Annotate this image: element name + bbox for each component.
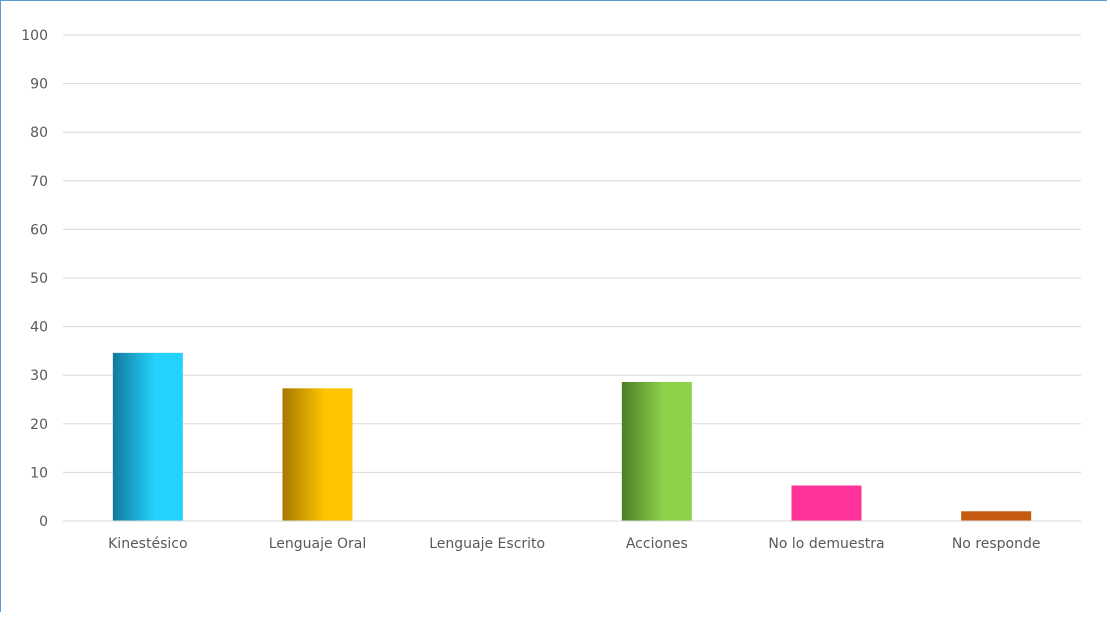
bar-0 [112, 352, 183, 521]
bar-5 [961, 511, 1032, 521]
x-tick-label: Acciones [626, 536, 688, 552]
x-axis-ticks: Kinestésico Lenguaje Oral Lenguaje Escrito… [108, 536, 1040, 552]
bar-1 [282, 388, 353, 521]
y-tick-label: 0 [39, 514, 48, 530]
bar-4 [791, 485, 862, 521]
y-axis-ticks: 0 10 20 30 40 50 60 70 80 90 100 [21, 28, 48, 530]
x-tick-label: No lo demuestra [768, 536, 884, 552]
y-tick-label: 50 [30, 271, 48, 287]
y-tick-label: 100 [21, 28, 48, 44]
bars [112, 352, 1032, 521]
gridlines [63, 34, 1081, 473]
y-tick-label: 10 [30, 465, 48, 481]
y-tick-label: 90 [30, 77, 48, 93]
x-tick-label: Lenguaje Oral [269, 536, 367, 552]
y-tick-label: 80 [30, 125, 48, 141]
y-tick-label: 60 [30, 222, 48, 238]
y-tick-label: 30 [30, 368, 48, 384]
y-tick-label: 20 [30, 417, 48, 433]
x-tick-label: Lenguaje Escrito [429, 536, 545, 552]
x-tick-label: No responde [952, 536, 1041, 552]
y-tick-label: 40 [30, 320, 48, 336]
bar-3 [621, 382, 692, 521]
x-tick-label: Kinestésico [108, 536, 187, 552]
y-tick-label: 70 [30, 174, 48, 190]
